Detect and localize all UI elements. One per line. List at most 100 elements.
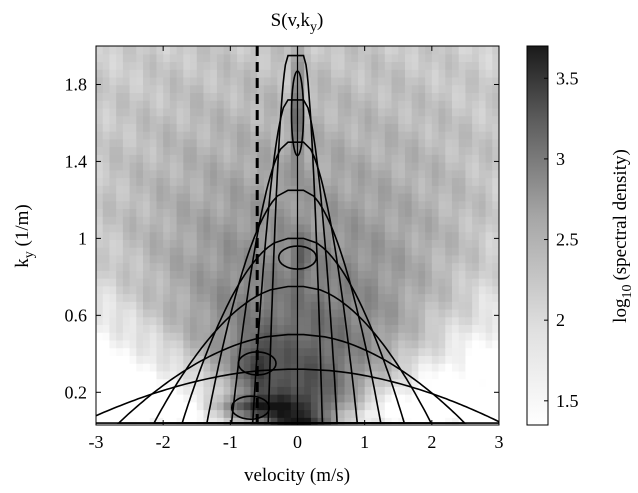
- heatmap-cell: [324, 409, 332, 418]
- heatmap-cell: [216, 138, 225, 148]
- heatmap-cell: [371, 262, 379, 271]
- heatmap-cell: [210, 308, 218, 318]
- contour-line: [116, 333, 467, 424]
- heatmap-cell: [270, 138, 278, 148]
- heatmap-cell: [190, 216, 198, 225]
- heatmap-cell: [425, 324, 433, 333]
- heatmap-cell: [163, 285, 171, 295]
- heatmap-cell: [297, 270, 305, 279]
- x-tick-label: -2: [156, 432, 171, 452]
- heatmap-cell: [331, 154, 339, 163]
- heatmap-cell: [485, 409, 493, 418]
- heatmap-cell: [438, 339, 446, 349]
- heatmap-cell: [263, 46, 272, 55]
- heatmap-cell: [277, 254, 285, 264]
- heatmap-cell: [351, 185, 359, 194]
- heatmap-cell: [203, 123, 211, 132]
- heatmap-cell: [438, 370, 446, 380]
- heatmap-cell: [431, 409, 440, 418]
- heatmap-cell: [418, 355, 426, 364]
- heatmap-cell: [310, 409, 319, 418]
- heatmap-cell: [411, 192, 419, 202]
- heatmap-cell: [371, 208, 379, 217]
- heatmap-cell: [310, 216, 319, 225]
- heatmap-cell: [122, 324, 131, 333]
- heatmap-cell: [304, 154, 312, 163]
- heatmap-cell: [310, 401, 319, 411]
- heatmap-cell: [337, 177, 346, 186]
- heatmap-cell: [203, 92, 211, 101]
- heatmap-cell: [183, 332, 191, 341]
- heatmap-cell: [297, 100, 305, 109]
- heatmap-cell: [102, 208, 111, 217]
- heatmap-cell: [344, 138, 352, 148]
- heatmap-cell: [297, 363, 305, 372]
- heatmap-cell: [183, 138, 191, 148]
- heatmap-cell: [438, 254, 446, 264]
- heatmap-cell: [102, 46, 111, 55]
- heatmap-cell: [458, 223, 467, 233]
- heatmap-cell: [290, 394, 299, 403]
- heatmap-cell: [169, 185, 178, 194]
- heatmap-cell: [190, 169, 198, 179]
- heatmap-cell: [257, 123, 265, 132]
- heatmap-cell: [102, 378, 111, 387]
- heatmap-cell: [391, 123, 399, 132]
- heatmap-cell: [176, 169, 184, 179]
- heatmap-cell: [378, 131, 386, 140]
- heatmap-cell: [102, 394, 111, 403]
- heatmap-cell: [196, 169, 205, 179]
- heatmap-cell: [398, 100, 406, 109]
- heatmap-cell: [344, 231, 352, 240]
- heatmap-cell: [223, 401, 231, 411]
- heatmap-cell: [143, 293, 151, 302]
- heatmap-cell: [237, 92, 245, 101]
- heatmap-cell: [398, 370, 406, 380]
- heatmap-cell: [465, 417, 473, 425]
- heatmap-cell: [277, 285, 285, 295]
- heatmap-cell: [102, 154, 111, 163]
- heatmap-cell: [109, 347, 117, 356]
- heatmap-cell: [304, 223, 312, 233]
- heatmap-cell: [391, 115, 399, 124]
- heatmap-cell: [364, 131, 372, 140]
- heatmap-cell: [243, 332, 252, 341]
- heatmap-cell: [351, 262, 359, 271]
- heatmap-cell: [96, 92, 104, 101]
- heatmap-cell: [398, 270, 406, 279]
- heatmap-cell: [149, 46, 158, 55]
- heatmap-cell: [210, 53, 218, 63]
- heatmap-cell: [384, 46, 393, 55]
- heatmap-cell: [404, 107, 413, 117]
- heatmap-cell: [317, 53, 325, 63]
- heatmap-cell: [378, 262, 386, 271]
- heatmap-cell: [431, 216, 440, 225]
- heatmap-cell: [237, 247, 245, 256]
- heatmap-cell: [250, 239, 258, 248]
- heatmap-cell: [431, 123, 440, 132]
- heatmap-cell: [472, 417, 480, 425]
- heatmap-cell: [324, 308, 332, 318]
- heatmap-cell: [136, 123, 144, 132]
- heatmap-cell: [458, 332, 467, 341]
- heatmap-cell: [163, 123, 171, 132]
- heatmap-cell: [143, 254, 151, 264]
- heatmap-cell: [317, 231, 325, 240]
- heatmap-cell: [331, 46, 339, 55]
- heatmap-cell: [109, 84, 117, 93]
- heatmap-cell: [102, 223, 111, 233]
- heatmap-cell: [431, 270, 440, 279]
- heatmap-cell: [438, 308, 446, 318]
- heatmap-cell: [237, 208, 245, 217]
- heatmap-cell: [243, 92, 252, 101]
- heatmap-cell: [431, 177, 440, 186]
- heatmap-cell: [297, 61, 305, 70]
- heatmap-cell: [143, 154, 151, 163]
- heatmap-cell: [364, 417, 372, 425]
- heatmap-cell: [445, 100, 453, 109]
- heatmap-cell: [102, 177, 111, 186]
- heatmap-cell: [472, 92, 480, 101]
- heatmap-cell: [243, 339, 252, 349]
- heatmap-cell: [425, 76, 433, 86]
- heatmap-cell: [216, 92, 225, 101]
